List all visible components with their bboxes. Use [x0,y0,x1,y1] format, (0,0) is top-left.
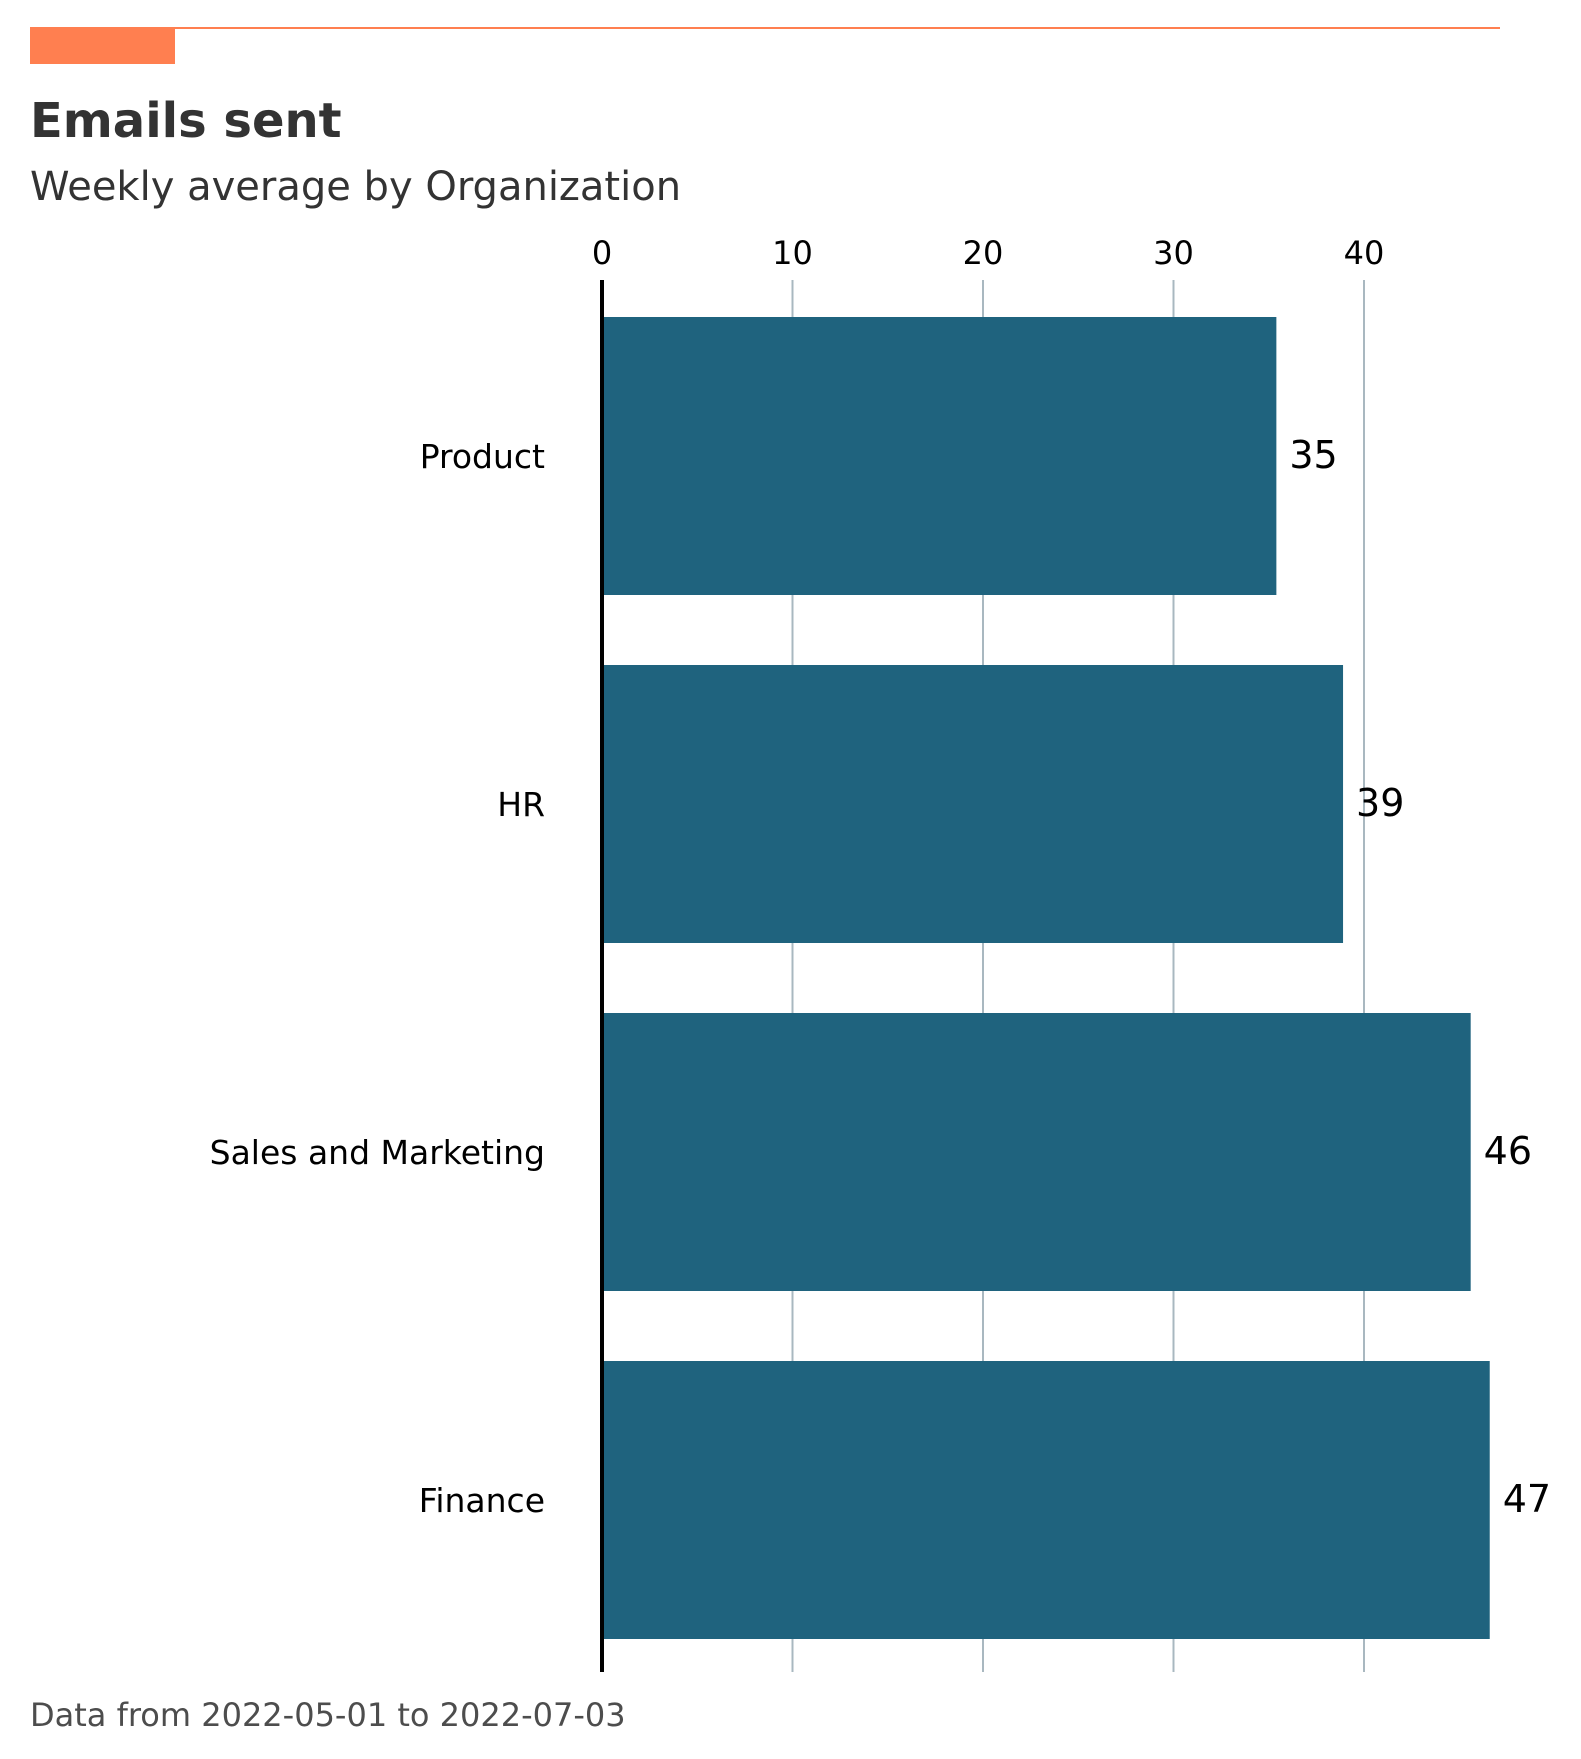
bar-product [602,317,1277,595]
bar-hr [602,665,1344,943]
x-tick-labels: 0 10 20 30 40 [592,234,1385,272]
x-tick-label-20: 20 [963,234,1004,272]
value-label-finance: 47 [1503,1477,1551,1521]
x-tick-label-0: 0 [592,234,612,272]
x-tick-label-10: 10 [772,234,813,272]
category-label-sales-and-marketing: Sales and Marketing [210,1133,545,1172]
value-label-sales-and-marketing: 46 [1484,1129,1532,1173]
value-label-product: 35 [1289,433,1337,477]
category-label-hr: HR [497,785,545,824]
x-tick-label-30: 30 [1153,234,1194,272]
bar-sales-and-marketing [602,1013,1471,1291]
chart-subtitle: Weekly average by Organization [30,164,681,210]
category-label-finance: Finance [419,1481,545,1520]
value-labels: 35 39 46 47 [1289,433,1551,1521]
value-label-hr: 39 [1356,781,1404,825]
x-tick-label-40: 40 [1344,234,1385,272]
category-labels: Product HR Sales and Marketing Finance [210,437,545,1520]
bars [602,317,1490,1639]
accent-tab [30,28,175,64]
footnote: Data from 2022-05-01 to 2022-07-03 [30,1696,626,1734]
chart-title: Emails sent [30,93,342,149]
category-label-product: Product [420,437,545,476]
bar-finance [602,1361,1490,1639]
